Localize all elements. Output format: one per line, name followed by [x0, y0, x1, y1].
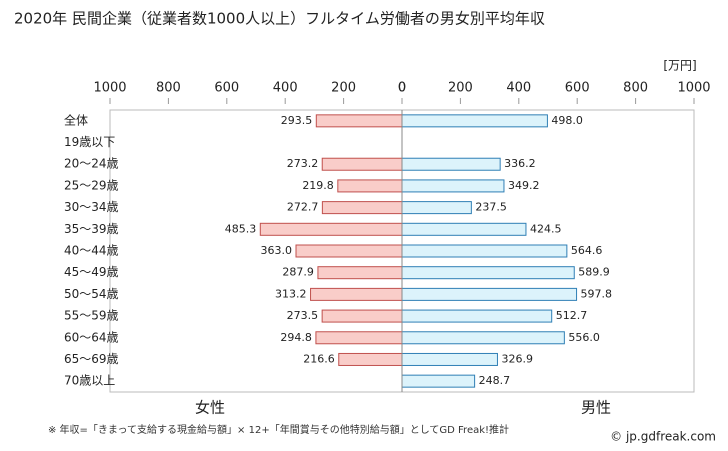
bar	[337, 179, 403, 193]
bar	[315, 331, 403, 345]
y-tick-label: 25～29歳	[64, 178, 119, 192]
data-label: 597.8	[581, 287, 613, 300]
data-label: 313.2	[275, 287, 307, 300]
bar	[401, 309, 553, 323]
bar	[321, 157, 403, 171]
data-label: 564.6	[571, 244, 603, 257]
y-tick-label: 19歳以下	[64, 135, 115, 149]
x-tick-label: 1000	[93, 81, 126, 96]
data-label: 216.6	[303, 352, 335, 365]
chart-title: 2020年 民間企業（従業者数1000人以上）フルタイム労働者の男女別平均年収	[14, 10, 545, 28]
x-tick-label: 200	[448, 81, 473, 96]
y-tick-label: 45～49歳	[64, 265, 119, 279]
data-label: 589.9	[578, 266, 610, 279]
x-tick-label: 400	[506, 81, 531, 96]
y-tick-label: 40～44歳	[64, 244, 119, 258]
data-label: 485.3	[225, 222, 257, 235]
data-label: 294.8	[280, 331, 312, 344]
data-label: 498.0	[551, 114, 583, 127]
bar	[401, 266, 575, 280]
unit-label: [万円]	[663, 59, 696, 73]
bar	[295, 244, 403, 258]
x-tick-label: 1000	[677, 81, 710, 96]
bar	[401, 331, 565, 345]
data-label: 424.5	[530, 222, 562, 235]
y-tick-label: 50～54歳	[64, 287, 119, 301]
bar	[401, 114, 548, 128]
bar	[259, 222, 403, 236]
bar	[401, 244, 568, 258]
x-tick-label: 800	[623, 81, 648, 96]
y-tick-label: 全体	[64, 112, 88, 127]
y-tick-label: 35～39歳	[64, 222, 119, 236]
x-tick-label: 400	[273, 81, 298, 96]
legend-label: 男性	[581, 399, 611, 417]
bar	[401, 352, 498, 366]
data-label: 512.7	[556, 309, 588, 322]
bar	[317, 266, 403, 280]
bar	[315, 114, 403, 128]
x-tick-label: 600	[565, 81, 590, 96]
y-tick-label: 55～59歳	[64, 309, 119, 323]
bar	[321, 309, 403, 323]
x-tick-label: 200	[331, 81, 356, 96]
y-tick-label: 65～69歳	[64, 352, 119, 366]
data-label: 293.5	[281, 114, 313, 127]
legend-label: 女性	[195, 399, 225, 417]
data-label: 237.5	[475, 201, 507, 214]
bar	[401, 201, 472, 215]
x-tick-label: 600	[214, 81, 239, 96]
y-tick-label: 30～34歳	[64, 200, 119, 214]
bar	[401, 374, 476, 388]
data-label: 272.7	[287, 201, 319, 214]
x-tick-label: 0	[398, 81, 406, 96]
x-tick-label: 0	[398, 81, 406, 96]
data-label: 326.9	[501, 352, 533, 365]
footnote: ※ 年収=「きまって支給する現金給与額」× 12+「年間賞与その他特別給与額」と…	[48, 423, 509, 436]
source: © jp.gdfreak.com	[610, 430, 716, 444]
data-label: 556.0	[568, 331, 600, 344]
data-label: 248.7	[479, 374, 511, 387]
data-label: 349.2	[508, 179, 540, 192]
y-tick-label: 60～64歳	[64, 330, 119, 344]
bar	[310, 287, 403, 301]
y-tick-label: 20～24歳	[64, 157, 119, 171]
bar	[401, 179, 505, 193]
bar	[401, 222, 527, 236]
data-label: 363.0	[261, 244, 293, 257]
data-label: 287.9	[282, 266, 314, 279]
bar	[338, 352, 403, 366]
data-label: 273.5	[287, 309, 319, 322]
bar	[401, 157, 501, 171]
data-label: 273.2	[287, 157, 319, 170]
x-tick-label: 800	[156, 81, 181, 96]
bar	[401, 287, 578, 301]
data-label: 336.2	[504, 157, 536, 170]
y-tick-label: 70歳以上	[64, 374, 115, 388]
data-label: 219.8	[302, 179, 334, 192]
bar	[321, 201, 403, 215]
